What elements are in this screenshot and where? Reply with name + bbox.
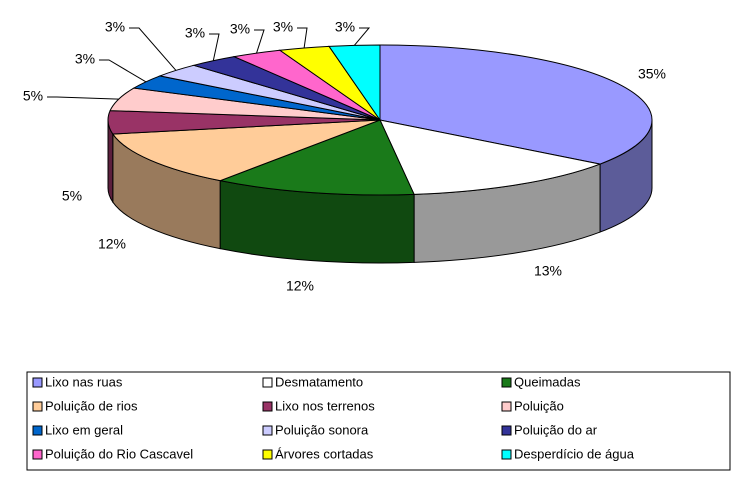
leader-line xyxy=(297,27,308,49)
legend-label: Poluição do Rio Cascavel xyxy=(45,446,193,461)
legend-swatch xyxy=(262,449,273,460)
slice-labels: 35% 13% 12% 12% 5% 5% 3% 3% 3% 3% 3% 3% xyxy=(23,19,666,294)
slice-label: 5% xyxy=(23,88,43,104)
legend-label: Poluição sonora xyxy=(275,422,369,437)
slice xyxy=(328,44,381,122)
slice-label: 35% xyxy=(638,66,666,82)
legend-label: Lixo em geral xyxy=(45,422,123,437)
legend-label: Lixo nos terrenos xyxy=(275,398,375,413)
legend-swatch xyxy=(262,425,273,436)
legend-swatch xyxy=(262,377,273,388)
leader-line xyxy=(129,27,177,71)
legend-swatch xyxy=(32,377,43,388)
slice-label: 3% xyxy=(185,25,205,41)
leader-line xyxy=(99,59,147,83)
legend-swatch xyxy=(32,449,43,460)
slice-label: 3% xyxy=(75,51,95,67)
legend: Lixo nas ruas Desmatamento Queimadas Poluiç… xyxy=(26,371,731,471)
legend-swatch xyxy=(501,449,512,460)
slice-label: 3% xyxy=(230,21,250,37)
legend-label: Poluição do ar xyxy=(514,422,598,437)
legend-label: Desmatamento xyxy=(275,374,363,389)
legend-label: Queimadas xyxy=(514,374,581,389)
slice-label: 12% xyxy=(286,278,314,294)
slice xyxy=(111,119,381,182)
slice-label: 12% xyxy=(98,236,126,252)
legend-swatch xyxy=(501,401,512,412)
legend-label: Lixo nas ruas xyxy=(45,374,123,389)
legend-box xyxy=(26,371,731,471)
slice-label: 3% xyxy=(335,19,355,35)
slice-label: 13% xyxy=(534,263,562,279)
legend-label: Desperdício de água xyxy=(514,446,635,461)
legend-swatch xyxy=(262,401,273,412)
leader-line xyxy=(254,29,265,54)
slice-label: 5% xyxy=(62,188,82,204)
pie xyxy=(107,44,653,264)
leader-line xyxy=(354,27,371,46)
legend-label: Poluição de rios xyxy=(45,398,138,413)
leader-line xyxy=(47,96,119,100)
leader-line xyxy=(209,33,220,61)
slice xyxy=(379,44,653,165)
slice xyxy=(218,119,415,196)
legend-swatch xyxy=(501,425,512,436)
legend-label: Árvores cortadas xyxy=(275,446,374,461)
legend-label: Poluição xyxy=(514,398,564,413)
slice-label: 3% xyxy=(105,19,125,35)
legend-swatch xyxy=(32,425,43,436)
slice-label: 3% xyxy=(273,19,293,35)
legend-swatch xyxy=(32,401,43,412)
slice xyxy=(379,119,602,195)
legend-swatch xyxy=(501,377,512,388)
